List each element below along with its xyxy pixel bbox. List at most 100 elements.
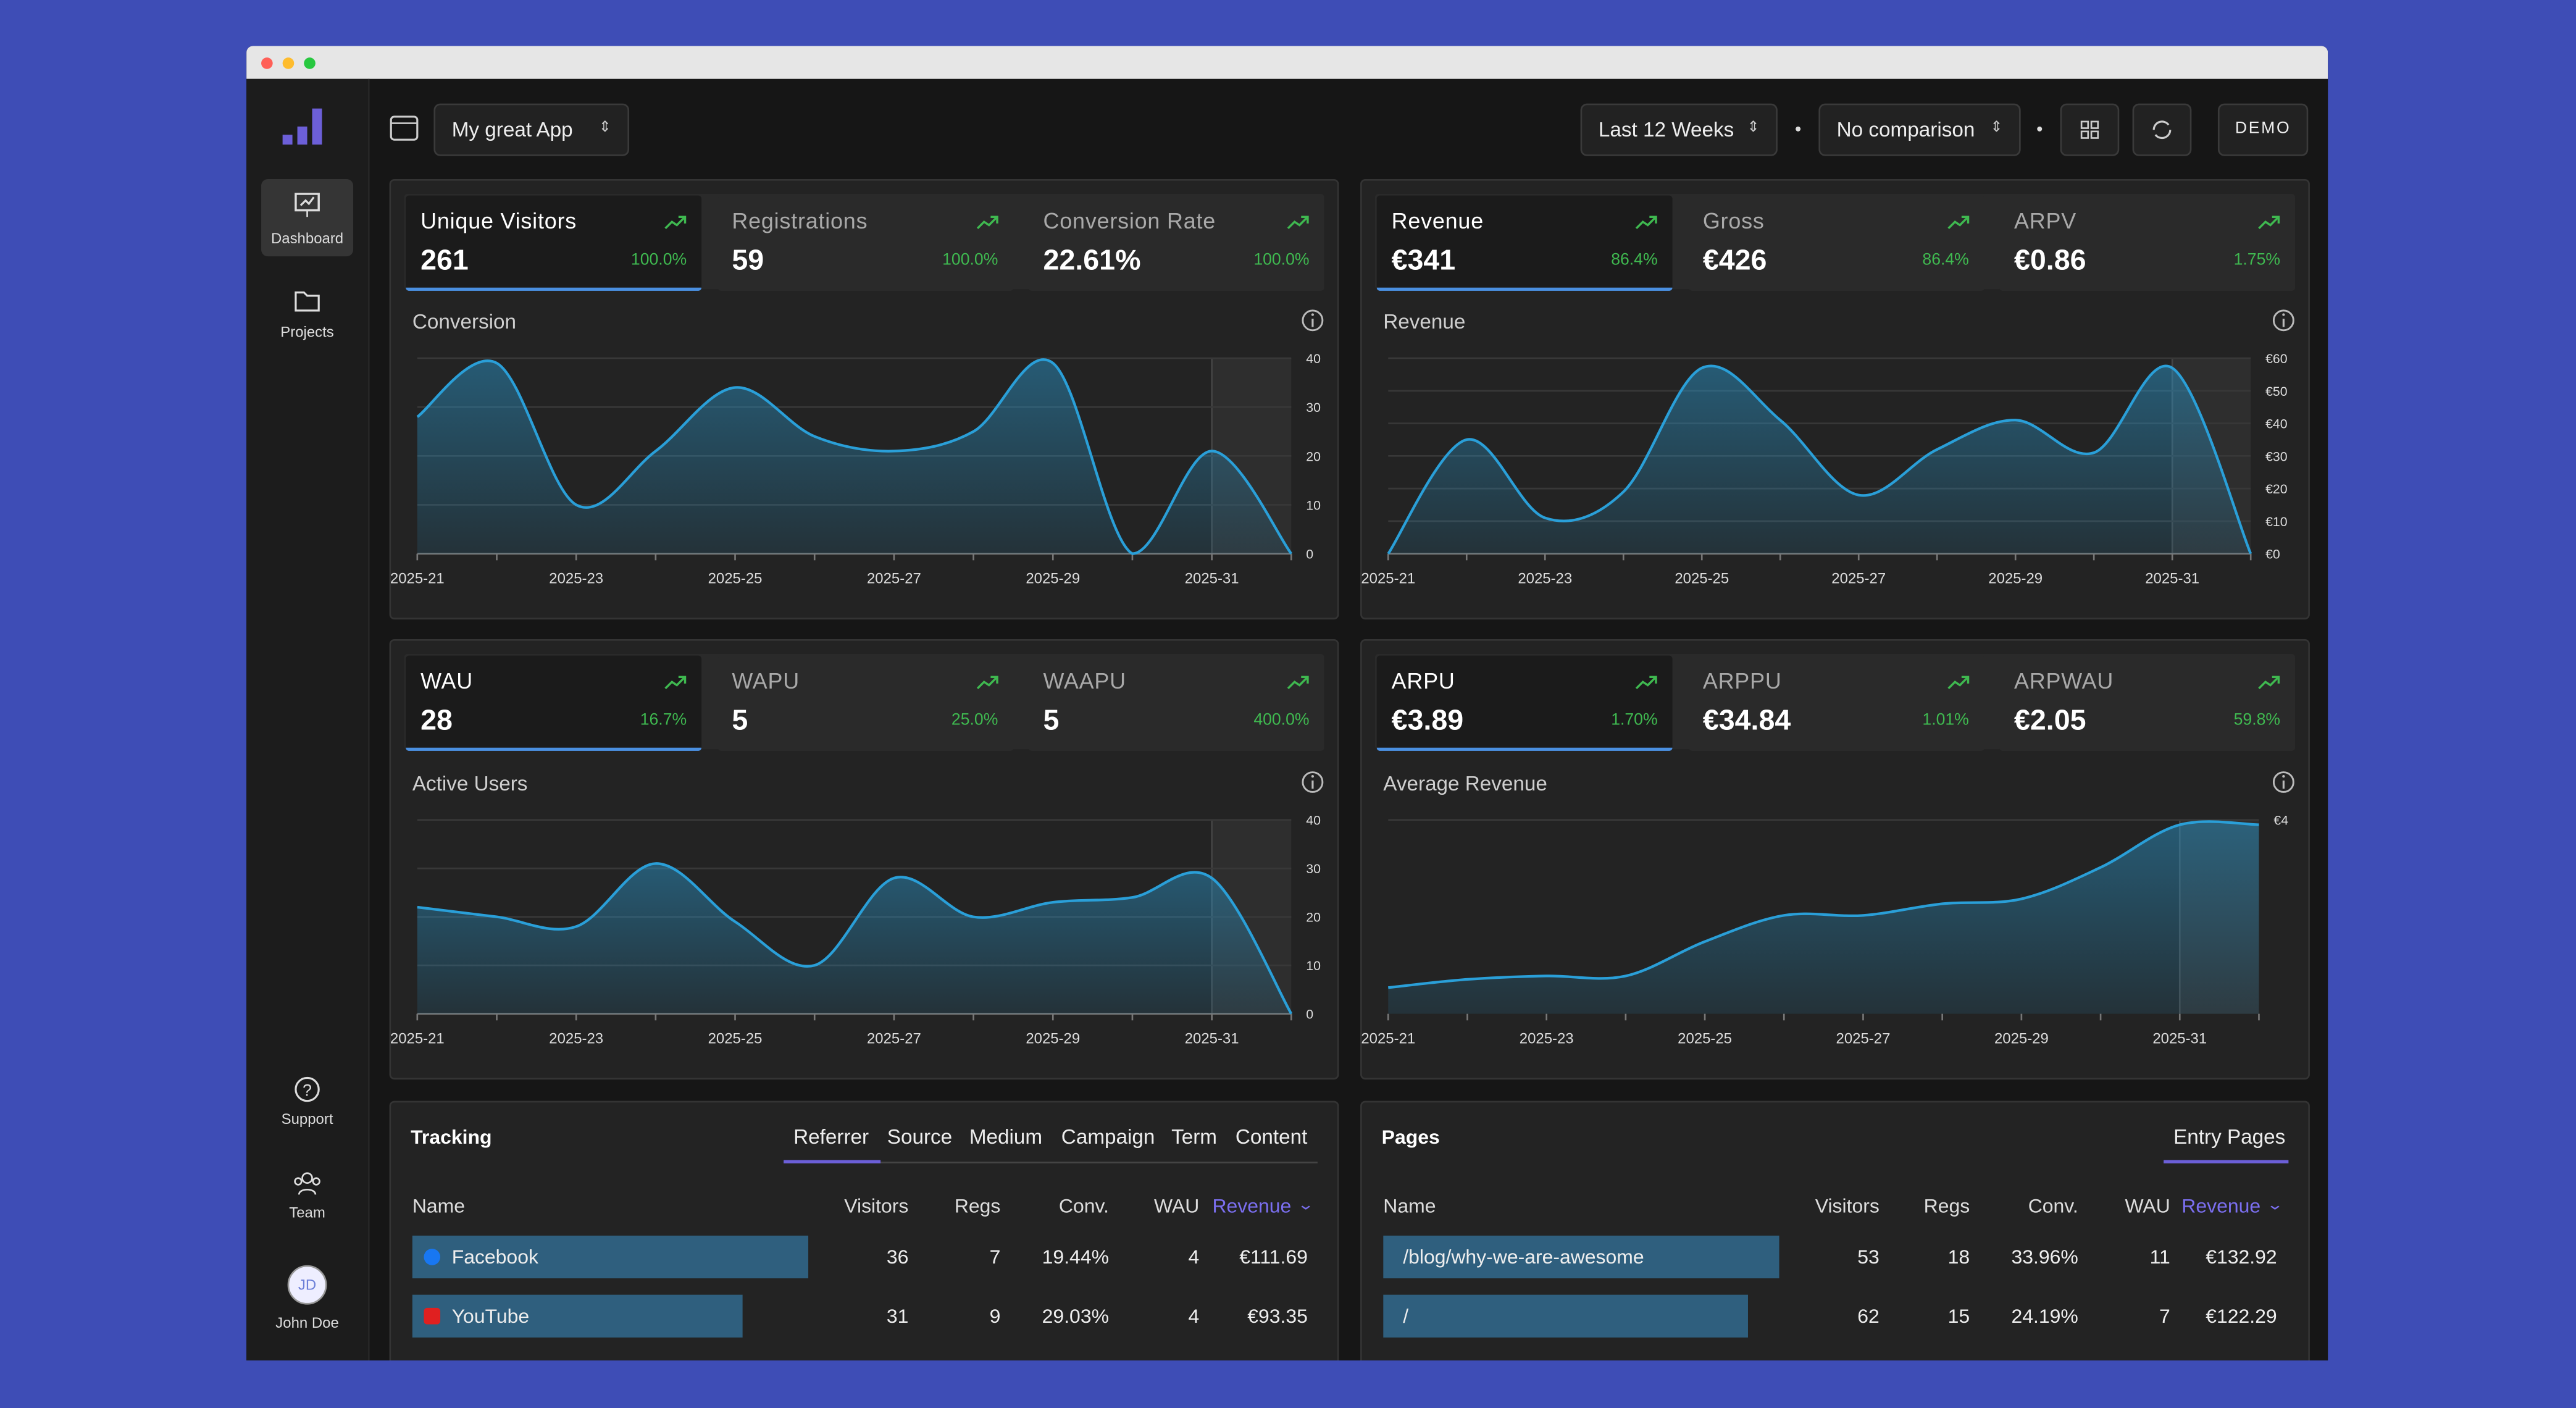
column-header[interactable]: Revenue — [2181, 1194, 2261, 1218]
cell: €111.69 — [1239, 1245, 1308, 1269]
table-tab[interactable]: Referrer — [793, 1125, 869, 1149]
column-header: Name — [1383, 1194, 1436, 1218]
minimize-button[interactable] — [282, 57, 295, 69]
table-tab[interactable]: Term — [1171, 1125, 1217, 1149]
cell: 31 — [886, 1304, 909, 1328]
refresh-button[interactable] — [2132, 103, 2192, 156]
table-tab[interactable]: Source — [887, 1125, 953, 1149]
revenue-bar — [1383, 1294, 1748, 1338]
nav-label[interactable]: Team — [289, 1204, 325, 1221]
cell: 33.96% — [2011, 1245, 2078, 1269]
table-tab[interactable]: Campaign — [1061, 1125, 1155, 1149]
range: Last 12 Weeks — [1598, 118, 1734, 141]
cell: 18 — [1947, 1245, 1970, 1269]
maximize-button[interactable] — [304, 57, 316, 69]
metric-value: €0.86 — [2014, 243, 2086, 276]
app-select[interactable]: My great App ⇕ — [433, 103, 630, 156]
metric-label: Registrations — [732, 208, 868, 233]
metric-tab[interactable]: WAAPU 5 400.0% — [1028, 655, 1324, 751]
trend-icon — [2258, 676, 2280, 690]
metric-value: €3.89 — [1391, 703, 1464, 736]
trend-icon — [976, 216, 998, 230]
metric-value: 261 — [420, 243, 469, 276]
metric-change: 16.7% — [640, 711, 687, 730]
cell: 7 — [989, 1245, 1001, 1269]
metric-tab[interactable]: ARPPU €34.84 1.01% — [1687, 655, 1984, 751]
row-name[interactable]: YouTube — [451, 1304, 530, 1328]
row-name[interactable]: / — [1403, 1304, 1409, 1328]
row-name[interactable]: Facebook — [451, 1245, 538, 1269]
metric-value: 5 — [1043, 703, 1060, 736]
svg-text:?: ? — [303, 1081, 312, 1100]
nav-label[interactable]: Support — [281, 1110, 333, 1128]
cell: 7 — [2159, 1304, 2170, 1328]
revenue-bar — [1383, 1235, 1779, 1279]
metric-tab[interactable]: ARPU €3.89 1.70% — [1376, 655, 1673, 751]
metric-tab[interactable]: Unique Visitors 261 100.0% — [406, 195, 702, 291]
trend-icon — [1947, 216, 1968, 230]
trend-icon — [976, 676, 998, 690]
cell: €93.35 — [1247, 1304, 1308, 1328]
table-tab[interactable]: Medium — [969, 1125, 1043, 1149]
metric-tab[interactable]: Gross €426 86.4% — [1687, 195, 1984, 291]
range-select[interactable]: Last 12 Weeks ⇕ — [1580, 103, 1778, 156]
metric-value: €34.84 — [1702, 703, 1791, 736]
demo-button[interactable]: DEMO — [2217, 103, 2309, 156]
cell: 29.03% — [1042, 1304, 1109, 1328]
dashboard-icon — [295, 193, 320, 217]
metric-change: 100.0% — [630, 251, 687, 270]
close-button[interactable] — [261, 57, 273, 69]
cell: 15 — [1947, 1304, 1970, 1328]
sort-chevron: ⌄ — [1297, 1196, 1315, 1213]
title-bar — [246, 46, 2328, 79]
cell: 19.44% — [1042, 1245, 1109, 1269]
column-header[interactable]: WAU — [1153, 1194, 1200, 1218]
cell: 11 — [2149, 1245, 2170, 1269]
metric-value: 59 — [732, 243, 764, 276]
projects-icon — [295, 291, 320, 312]
window-icon — [390, 115, 419, 141]
cell: 24.19% — [2011, 1304, 2078, 1328]
separator — [1796, 126, 1801, 132]
tab-underline — [784, 1162, 1318, 1163]
nav-active[interactable] — [261, 179, 354, 257]
metric-tab[interactable]: Registrations 59 100.0% — [717, 195, 1013, 291]
table-panel: Pages Entry Pages Name Visitors Regs Conv. WAU… — [1360, 1100, 2310, 1361]
tab-active-underline — [2164, 1160, 2289, 1163]
trend-icon — [1635, 216, 1657, 230]
metric-tab[interactable]: ARPV €0.86 1.75% — [1999, 195, 2295, 291]
column-header[interactable]: Conv. — [1058, 1194, 1109, 1218]
column-header[interactable]: Visitors — [1815, 1194, 1880, 1218]
table-tab[interactable]: Content — [1235, 1125, 1308, 1149]
metric-label: Conversion Rate — [1043, 208, 1216, 233]
browser-window: Dashboard Projects ? Support Team JD Joh… — [246, 46, 2328, 1361]
metric-tab[interactable]: WAU 28 16.7% — [406, 655, 702, 751]
metric-tab[interactable]: ARPWAU €2.05 59.8% — [1999, 655, 2295, 751]
metric-tab[interactable]: WAPU 5 25.0% — [717, 655, 1013, 751]
support-icon: ? — [295, 1076, 320, 1102]
metric-change: 86.4% — [1611, 251, 1658, 270]
table-tab[interactable]: Entry Pages — [2173, 1125, 2286, 1149]
metric-panel: Revenue €341 86.4% Gross €426 86.4% ARPV €0.86 1… — [1360, 179, 2310, 620]
column-header[interactable]: Revenue — [1212, 1194, 1292, 1218]
metric-tab[interactable]: Revenue €341 86.4% — [1376, 195, 1673, 291]
layout-button[interactable] — [2060, 103, 2120, 156]
row-name[interactable]: /blog/why-we-are-awesome — [1403, 1245, 1644, 1269]
column-header[interactable]: Visitors — [844, 1194, 909, 1218]
column-header[interactable]: WAU — [2125, 1194, 2170, 1218]
cell: 62 — [1857, 1304, 1880, 1328]
trend-icon — [664, 216, 687, 230]
nav-label[interactable]: Projects — [280, 324, 334, 340]
column-header[interactable]: Regs — [1923, 1194, 1970, 1218]
cell: €132.92 — [2206, 1245, 2277, 1269]
column-header[interactable]: Regs — [954, 1194, 1001, 1218]
column-header[interactable]: Conv. — [2028, 1194, 2078, 1218]
metric-tab[interactable]: Conversion Rate 22.61% 100.0% — [1028, 195, 1324, 291]
trend-icon — [664, 676, 687, 690]
metric-change: 1.75% — [2233, 251, 2281, 270]
trend-icon — [1635, 676, 1657, 690]
metric-label: Gross — [1702, 208, 1765, 233]
comparison-select[interactable]: No comparison ⇕ — [1818, 103, 2021, 156]
avatar[interactable]: JD — [287, 1265, 327, 1305]
nav-label[interactable]: Dashboard — [270, 230, 344, 247]
